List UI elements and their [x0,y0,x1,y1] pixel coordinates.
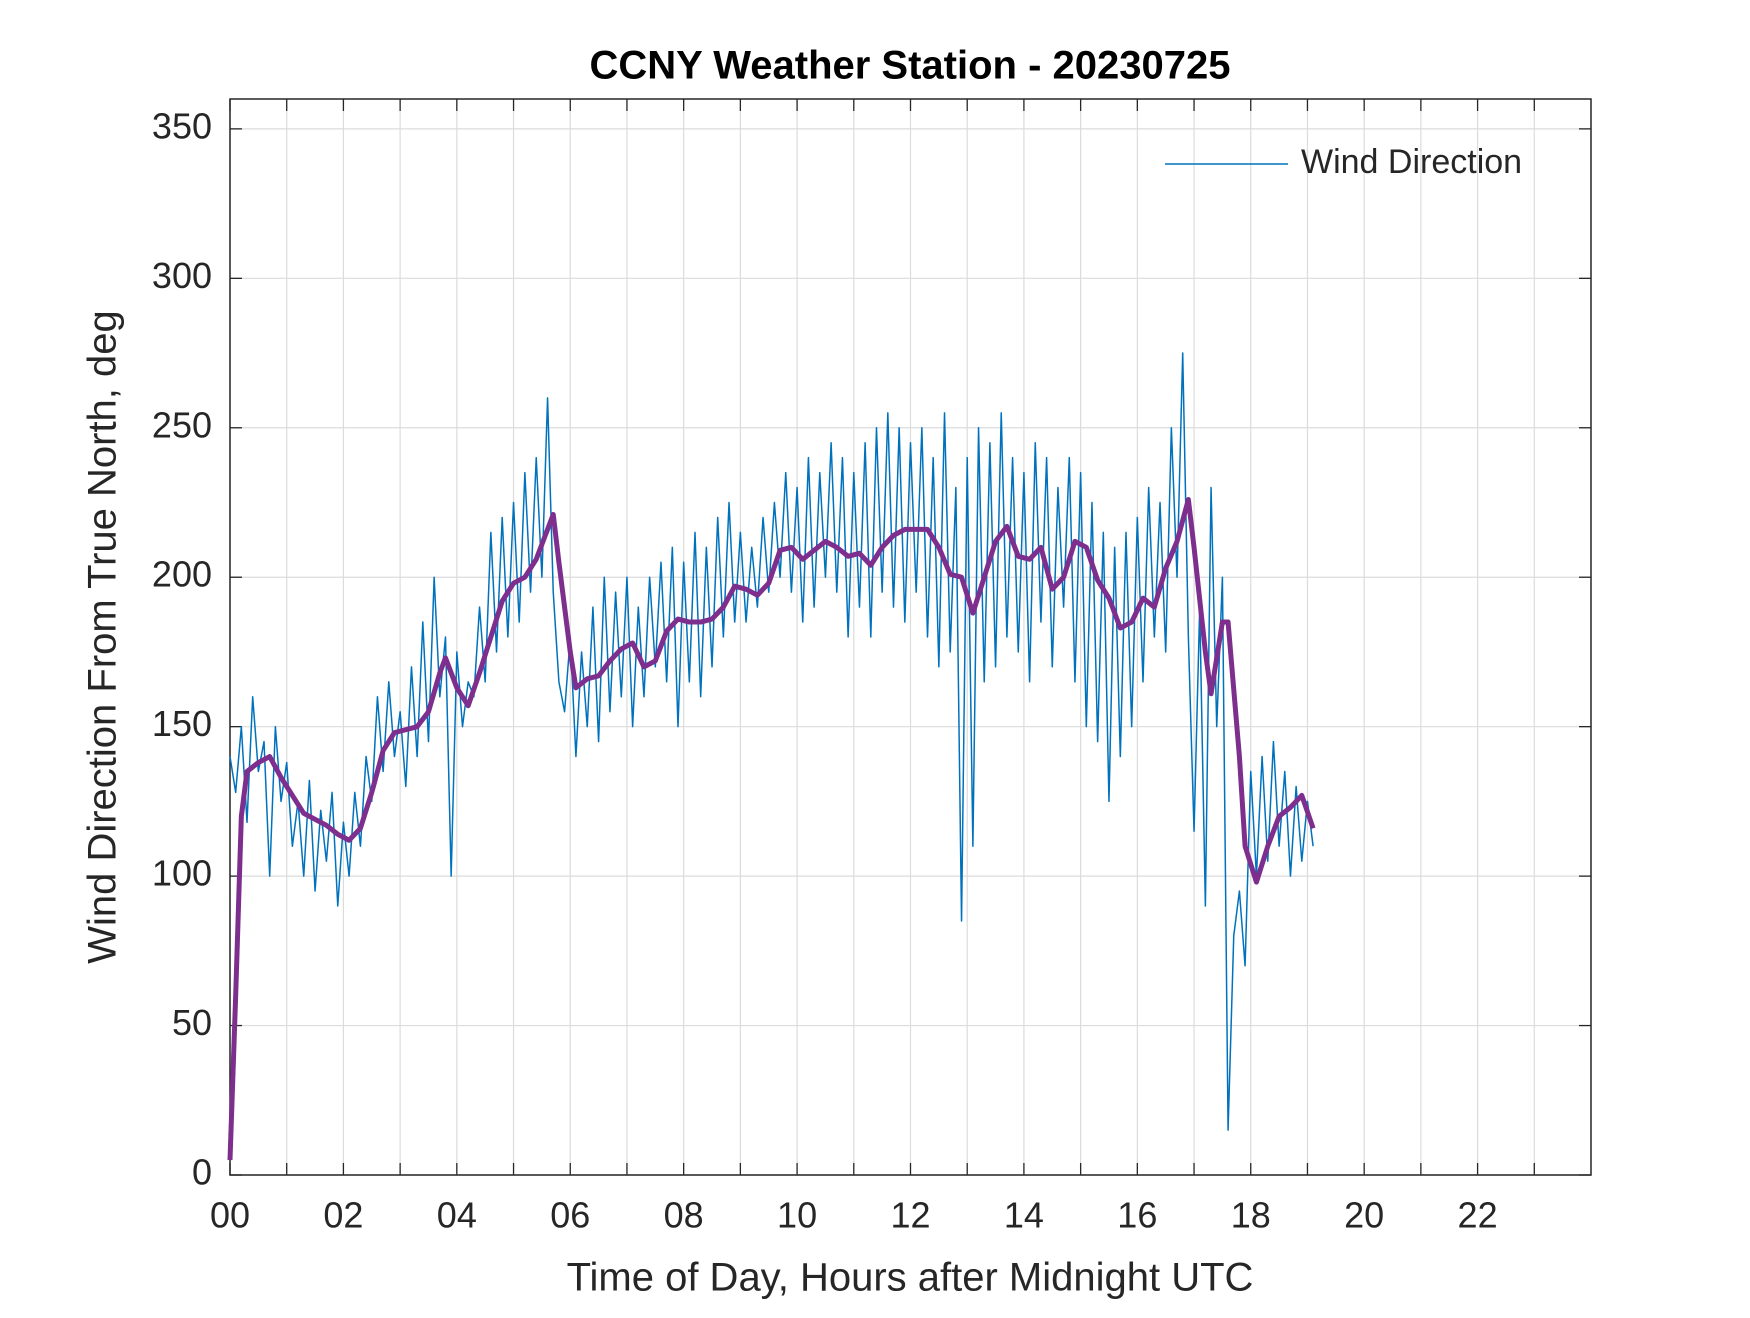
y-tick-label: 0 [192,1152,212,1193]
y-tick-label: 250 [152,404,212,445]
y-tick-label: 150 [152,703,212,744]
x-tick-label: 12 [890,1195,930,1236]
plot-frame [229,98,1592,1176]
legend-label: Wind Direction [1301,143,1522,181]
x-tick-label: 20 [1344,1195,1384,1236]
data-line [229,352,1314,1131]
x-tick-label: 00 [210,1195,250,1236]
x-tick-label: 14 [1004,1195,1044,1236]
x-tick-label: 08 [664,1195,704,1236]
y-tick-label: 100 [152,853,212,894]
x-tick-label: 22 [1458,1195,1498,1236]
y-tick-label: 350 [152,105,212,146]
x-tick-label: 10 [777,1195,817,1236]
x-tick-label: 02 [323,1195,363,1236]
y-tick-label: 300 [152,255,212,296]
x-tick-label: 06 [550,1195,590,1236]
y-tick-label: 50 [172,1002,212,1043]
x-tick-label: 18 [1231,1195,1271,1236]
x-tick-label: 16 [1117,1195,1157,1236]
chart-title: CCNY Weather Station - 20230725 [590,44,1231,88]
x-axis-label: Time of Day, Hours after Midnight UTC [567,1256,1254,1300]
x-tick-label: 04 [437,1195,477,1236]
y-axis-label: Wind Direction From True North, deg [81,310,125,964]
data-line [227,497,1316,1161]
y-tick-label: 200 [152,554,212,595]
